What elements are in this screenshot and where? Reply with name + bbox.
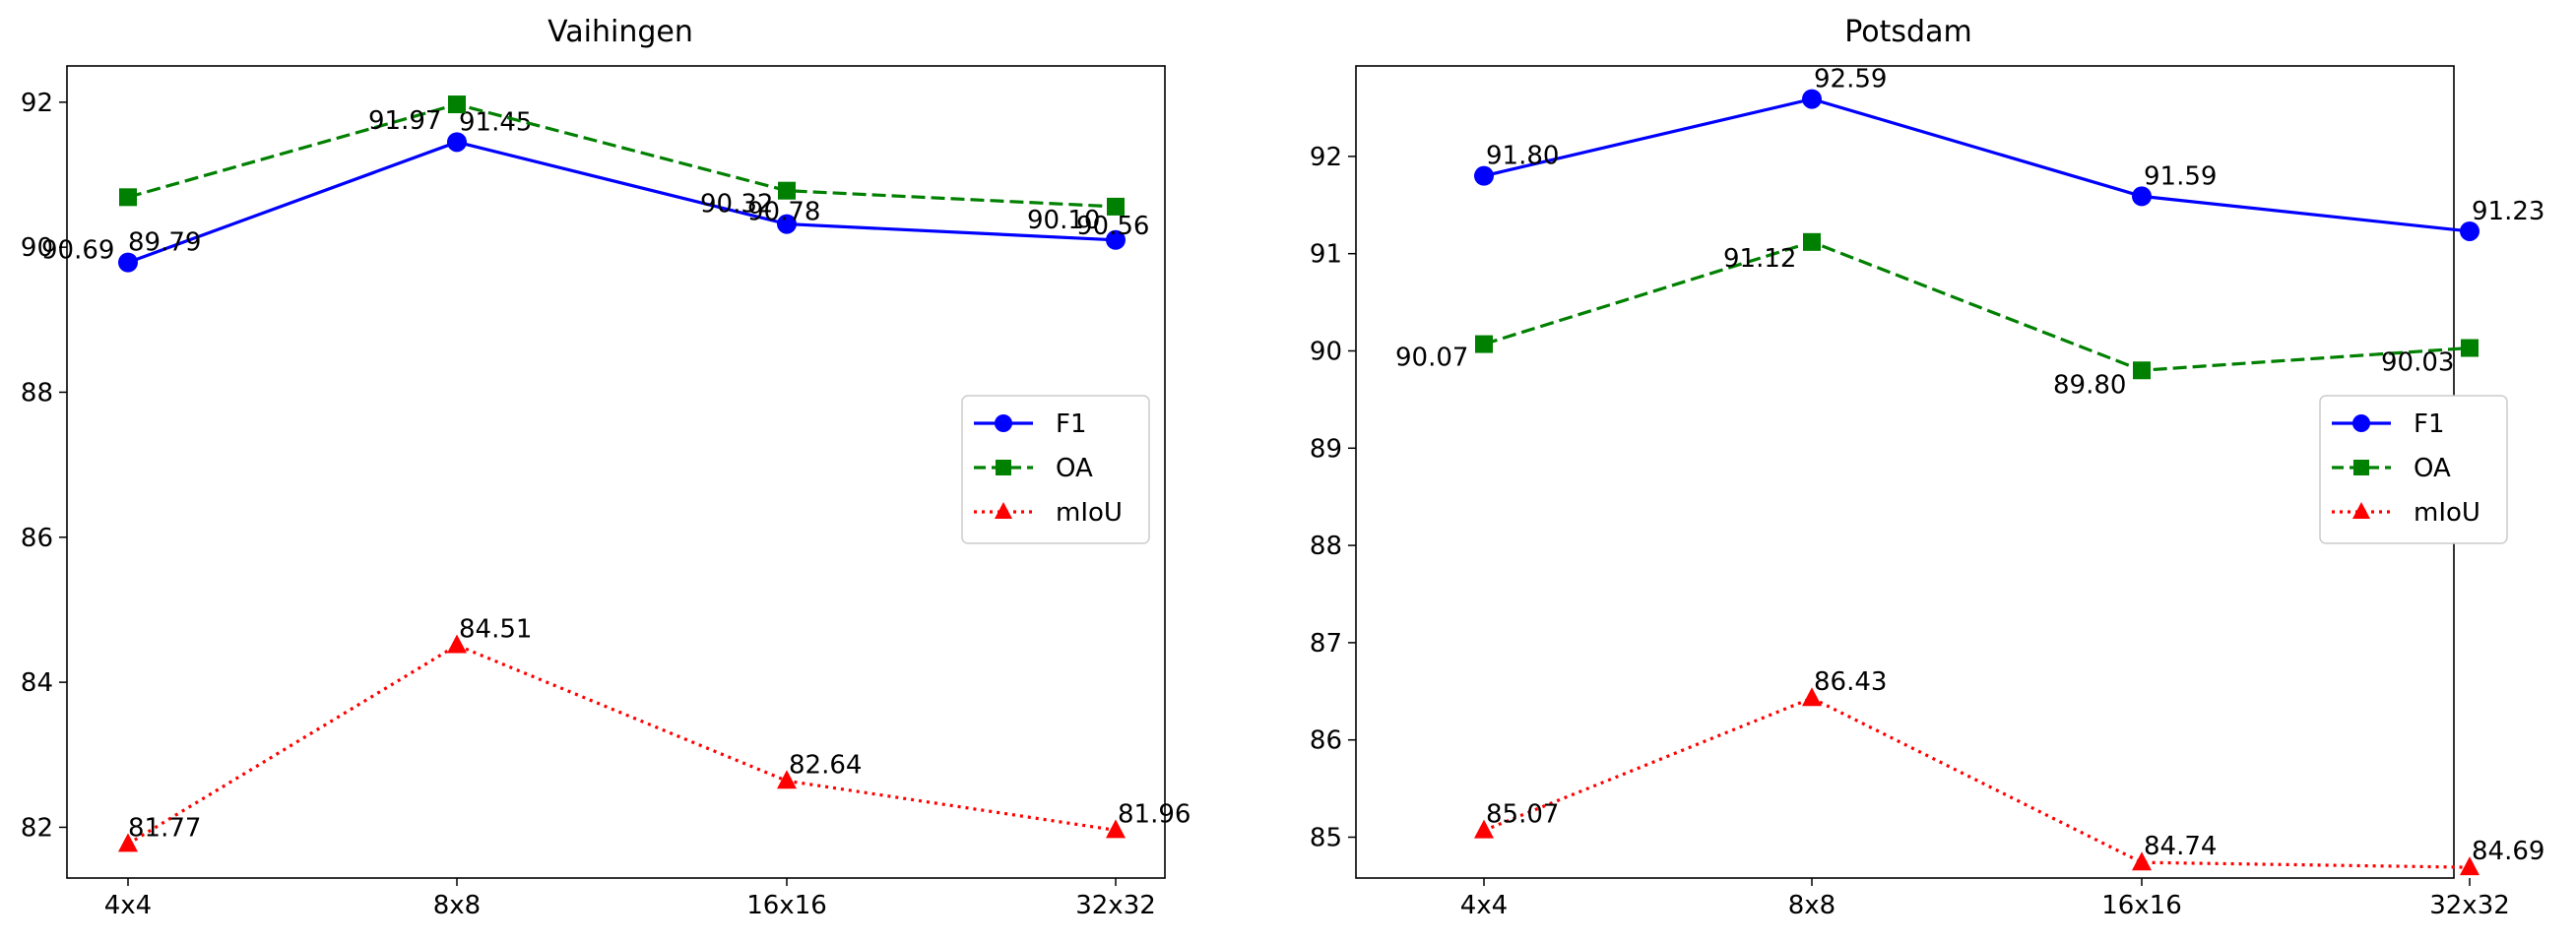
y-tick-label: 84 (21, 668, 53, 698)
legend-marker (2352, 414, 2370, 432)
chart-vaihingen: Vaihingen 82 84 86 88 90 92 4x4 8x8 16x16 32x32 89.… (21, 15, 1191, 920)
x-tick-label: 8x8 (1788, 891, 1835, 920)
data-label: 81.77 (128, 813, 201, 843)
data-point-oa (448, 95, 466, 114)
x-tick-label: 4x4 (104, 891, 152, 920)
data-point-miou (1106, 819, 1126, 839)
data-point-f1 (447, 132, 467, 153)
chart-potsdam-svg: Potsdam 85 86 87 88 89 90 91 92 4x4 8x8 16x16 32x32 9… (1310, 15, 2545, 920)
x-tick-label: 16x16 (746, 891, 827, 920)
data-point-f1 (2460, 220, 2479, 241)
data-label: 92.59 (1814, 65, 1887, 94)
y-tick-label: 92 (1310, 143, 1342, 172)
data-point-f1 (1106, 229, 1126, 250)
data-label: 89.80 (2053, 370, 2126, 400)
chart-title: Vaihingen (547, 15, 693, 49)
legend-box (2319, 395, 2508, 544)
legend-box (961, 395, 1150, 544)
legend-label: mIoU (1056, 498, 1123, 528)
data-label: 90.10 (1027, 206, 1100, 235)
x-tick-label: 4x4 (1460, 891, 1508, 920)
y-tick-label: 82 (21, 813, 53, 843)
data-point-miou (777, 770, 797, 789)
data-label: 91.80 (1486, 142, 1559, 171)
series-line-oa (1483, 240, 2471, 372)
legend-marker (995, 502, 1012, 519)
y-tick-label: 88 (1310, 532, 1342, 561)
series-line-oa (127, 102, 1117, 209)
x-tick-label: 32x32 (2429, 891, 2510, 920)
data-label: 89.79 (128, 228, 201, 258)
legend-label: OA (2414, 454, 2451, 483)
y-tick-label: 85 (1310, 824, 1342, 853)
data-point-miou (1474, 819, 1494, 839)
legend-marker (995, 414, 1012, 432)
data-label: 91.97 (368, 106, 441, 136)
legend-label: mIoU (2414, 498, 2480, 528)
data-point-miou (2460, 856, 2479, 876)
y-tick-label: 92 (21, 89, 53, 118)
legend-marker (2352, 502, 2370, 519)
data-point-oa (1107, 197, 1125, 216)
data-label: 90.32 (700, 190, 773, 220)
y-tick-label: 90 (21, 233, 53, 263)
legend-label: F1 (1056, 409, 1087, 439)
data-label: 84.51 (459, 615, 532, 645)
legend-label: F1 (2414, 409, 2445, 439)
data-point-miou (118, 833, 138, 852)
chart-potsdam: Potsdam 85 86 87 88 89 90 91 92 4x4 8x8 16x16 32x32 9… (1288, 0, 2576, 943)
x-tick-label: 16x16 (2101, 891, 2182, 920)
legend-marker (996, 460, 1011, 475)
data-point-oa (2133, 361, 2151, 380)
data-point-f1 (118, 252, 138, 273)
data-label: 91.45 (459, 107, 532, 137)
plot-frame (66, 65, 1166, 879)
x-tick-label: 8x8 (433, 891, 481, 920)
data-point-f1 (1802, 89, 1822, 109)
x-tick-label: 32x32 (1075, 891, 1156, 920)
data-point-oa (778, 181, 796, 200)
y-tick-label: 86 (21, 524, 53, 553)
legend-marker (2353, 460, 2369, 475)
data-point-miou (1802, 687, 1822, 707)
data-label: 91.23 (2472, 197, 2544, 226)
data-label: 90.07 (1395, 344, 1468, 373)
data-label: 91.59 (2144, 161, 2217, 191)
data-point-oa (1803, 232, 1821, 251)
data-point-f1 (2132, 186, 2152, 207)
data-point-oa (2461, 339, 2479, 357)
data-point-miou (447, 634, 467, 654)
data-label: 90.03 (2381, 348, 2454, 378)
y-tick-label: 87 (1310, 629, 1342, 659)
y-tick-label: 88 (21, 378, 53, 408)
data-label: 86.43 (1814, 667, 1887, 697)
data-label: 82.64 (789, 750, 862, 780)
data-label: 84.69 (2472, 837, 2544, 866)
plot-frame (1355, 65, 2455, 879)
data-label: 85.07 (1486, 800, 1559, 830)
chart-vaihingen-svg: Vaihingen 82 84 86 88 90 92 4x4 8x8 16x16 32x32 89.… (21, 15, 1191, 920)
y-tick-label: 86 (1310, 726, 1342, 756)
data-label: 81.96 (1118, 799, 1191, 829)
y-tick-label: 90 (1310, 337, 1342, 366)
data-label: 91.12 (1723, 244, 1796, 274)
data-label: 84.74 (2144, 832, 2217, 861)
legend-label: OA (1056, 454, 1093, 483)
data-point-oa (119, 188, 137, 207)
chart-title: Potsdam (1844, 15, 1971, 49)
data-label: 90.56 (1076, 212, 1149, 241)
data-point-miou (2132, 851, 2152, 871)
series-line-miou (1483, 696, 2471, 869)
series-line-miou (127, 643, 1117, 846)
series-line-f1 (1483, 96, 2471, 233)
data-point-oa (1475, 335, 1493, 353)
series-line-f1 (127, 140, 1117, 265)
data-label: 90.69 (41, 235, 114, 265)
y-tick-label: 91 (1310, 240, 1342, 270)
data-point-f1 (1474, 165, 1494, 186)
data-label: 90.78 (747, 198, 820, 227)
y-tick-label: 89 (1310, 434, 1342, 464)
data-point-f1 (777, 214, 797, 234)
